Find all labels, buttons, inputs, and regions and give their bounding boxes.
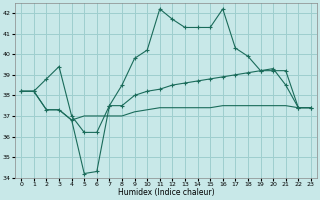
X-axis label: Humidex (Indice chaleur): Humidex (Indice chaleur) [118, 188, 214, 197]
